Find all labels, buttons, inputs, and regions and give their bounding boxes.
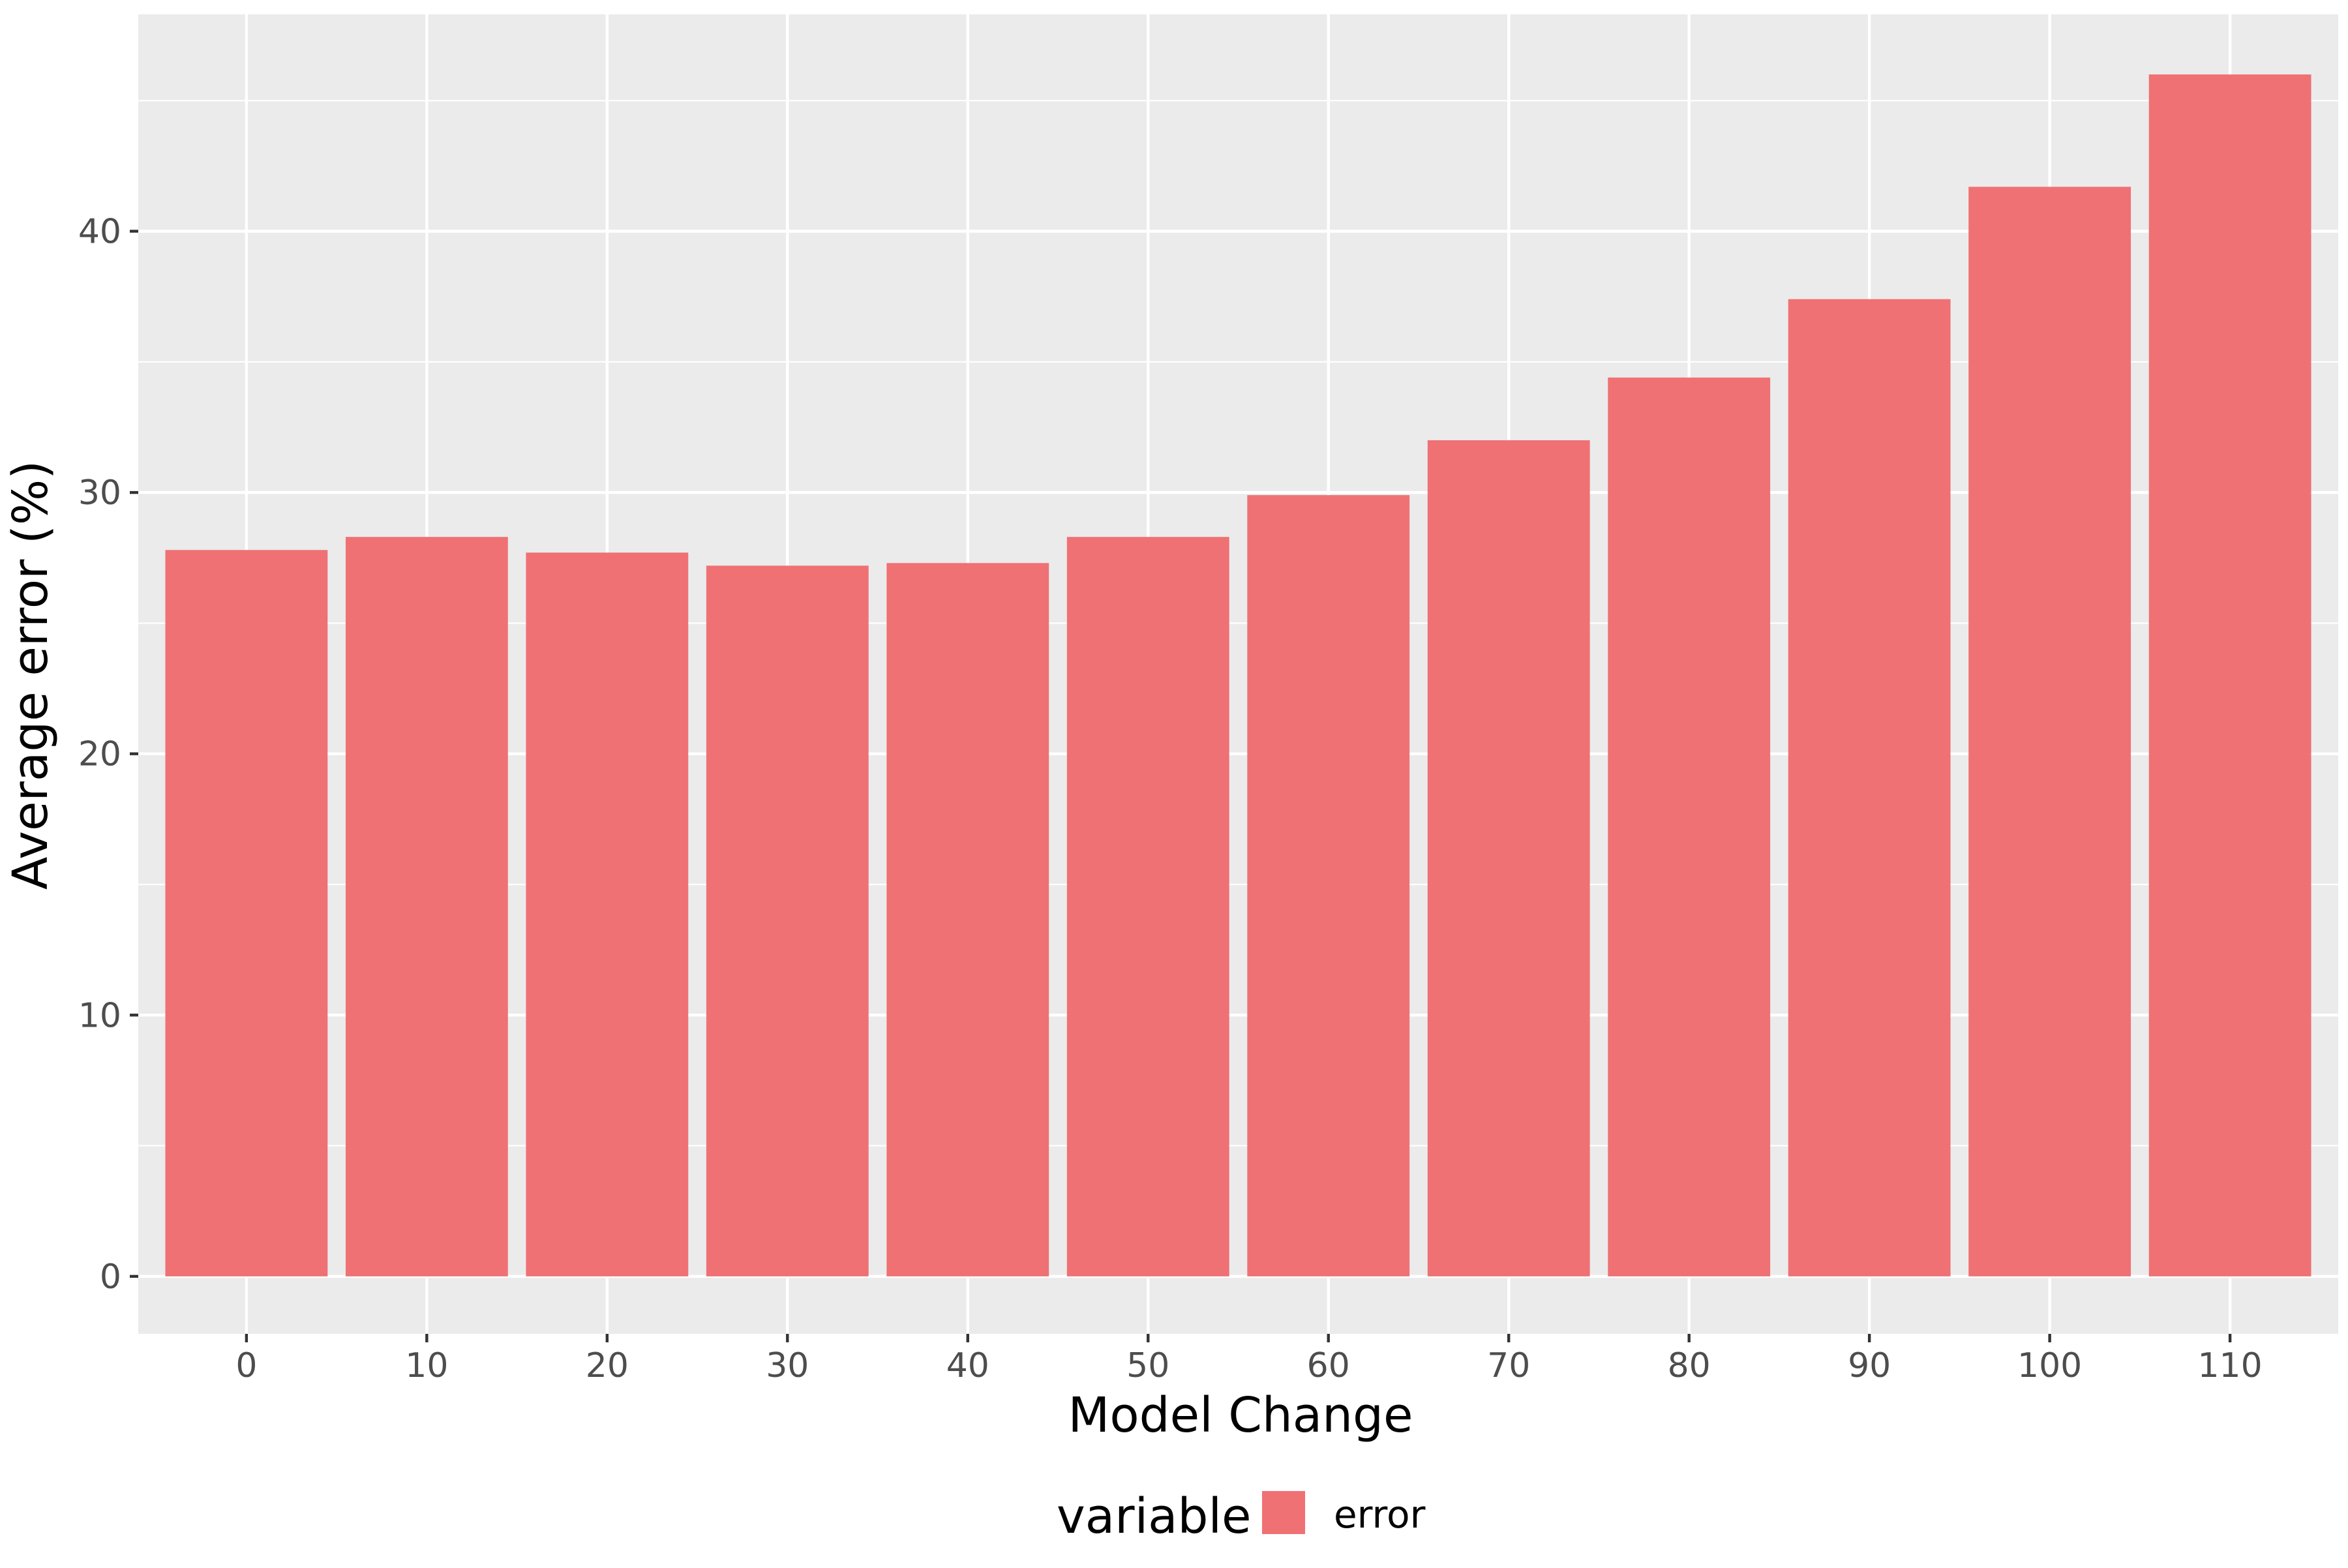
- y-tick-label: 10: [78, 996, 121, 1035]
- bars-group: [165, 74, 2311, 1276]
- y-tick-label: 20: [78, 735, 121, 774]
- x-axis-title: Model Change: [1068, 1387, 1413, 1443]
- bar: [165, 550, 328, 1276]
- bar: [706, 565, 869, 1276]
- x-tick-label: 40: [946, 1346, 989, 1385]
- y-axis: 0 10 20 30 40: [78, 212, 138, 1297]
- y-axis-title: Average error (%): [3, 460, 59, 890]
- bar: [1427, 440, 1590, 1276]
- legend-title: variable: [1057, 1488, 1252, 1545]
- bar: [1788, 299, 1951, 1276]
- x-axis: 0 10 20 30 40 50 60 70 80 90 100 110: [235, 1334, 2263, 1385]
- legend-swatch-error: [1262, 1491, 1305, 1534]
- y-tick-label: 30: [78, 474, 121, 513]
- y-tick-label: 40: [78, 212, 121, 251]
- x-tick-label: 10: [405, 1346, 448, 1385]
- legend: variable error: [1057, 1488, 1426, 1545]
- x-tick-label: 60: [1307, 1346, 1350, 1385]
- x-tick-label: 30: [766, 1346, 809, 1385]
- bar: [1968, 187, 2131, 1276]
- x-tick-label: 110: [2197, 1346, 2262, 1385]
- bar: [1247, 495, 1410, 1276]
- x-tick-label: 50: [1126, 1346, 1169, 1385]
- bar: [1608, 377, 1771, 1276]
- bar: [526, 552, 689, 1276]
- y-tick-label: 0: [100, 1258, 121, 1297]
- legend-label-error: error: [1334, 1492, 1426, 1537]
- x-tick-label: 20: [586, 1346, 629, 1385]
- bar: [886, 563, 1049, 1276]
- x-tick-label: 70: [1487, 1346, 1530, 1385]
- x-tick-label: 0: [235, 1346, 257, 1385]
- x-tick-label: 90: [1848, 1346, 1891, 1385]
- bar: [1066, 537, 1229, 1276]
- bar: [345, 537, 508, 1276]
- x-tick-label: 80: [1668, 1346, 1711, 1385]
- x-tick-label: 100: [2017, 1346, 2082, 1385]
- bar: [2148, 74, 2311, 1276]
